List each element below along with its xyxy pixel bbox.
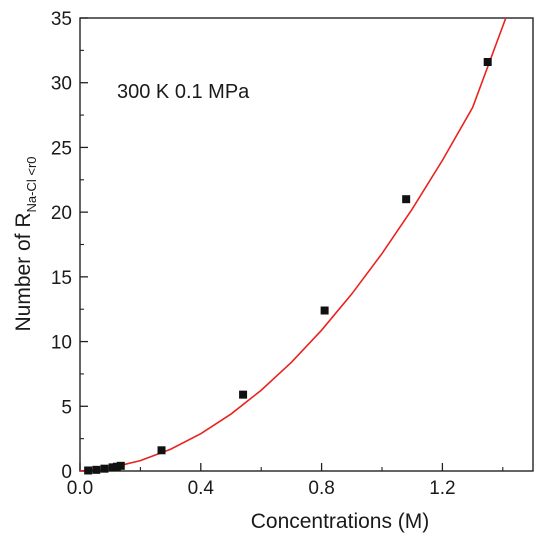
data-point <box>402 195 411 204</box>
y-axis-title: Number of RNa-Cl <r0 <box>12 156 39 331</box>
y-tick-label: 15 <box>51 268 72 289</box>
y-tick-label: 30 <box>51 74 72 95</box>
x-tick-label: 1.2 <box>429 478 455 499</box>
data-point <box>108 463 117 472</box>
y-axis-title-subscript: Na-Cl <r0 <box>24 156 39 212</box>
y-tick-label: 25 <box>51 138 72 159</box>
annotation-text: 300 K 0.1 MPa <box>117 81 250 103</box>
x-tick-label: 0.8 <box>308 478 334 499</box>
data-point <box>320 306 329 315</box>
fit-curve <box>79 17 507 472</box>
y-tick-label: 0 <box>61 462 72 483</box>
tick-labels: 0.0 0.4 0.8 1.2 0 5 10 15 20 25 30 35 <box>51 9 456 499</box>
y-axis-title-main: Number of R <box>12 212 35 331</box>
data-point <box>84 466 93 475</box>
y-tick-label: 5 <box>61 397 72 418</box>
y-tick-label: 35 <box>51 9 72 30</box>
y-tick-label: 10 <box>51 333 72 354</box>
x-tick-label: 0.4 <box>188 478 215 499</box>
x-tick-label: 0.0 <box>67 478 93 499</box>
data-point <box>92 465 101 474</box>
data-points-layer <box>84 58 492 475</box>
y-tick-label: 20 <box>51 203 72 224</box>
data-point <box>239 390 248 399</box>
data-point <box>157 446 166 455</box>
data-point <box>483 58 492 67</box>
data-point <box>116 461 125 470</box>
fit-curve-layer <box>79 17 507 472</box>
x-axis-title: Concentrations (M) <box>251 510 430 533</box>
data-point <box>100 464 109 473</box>
